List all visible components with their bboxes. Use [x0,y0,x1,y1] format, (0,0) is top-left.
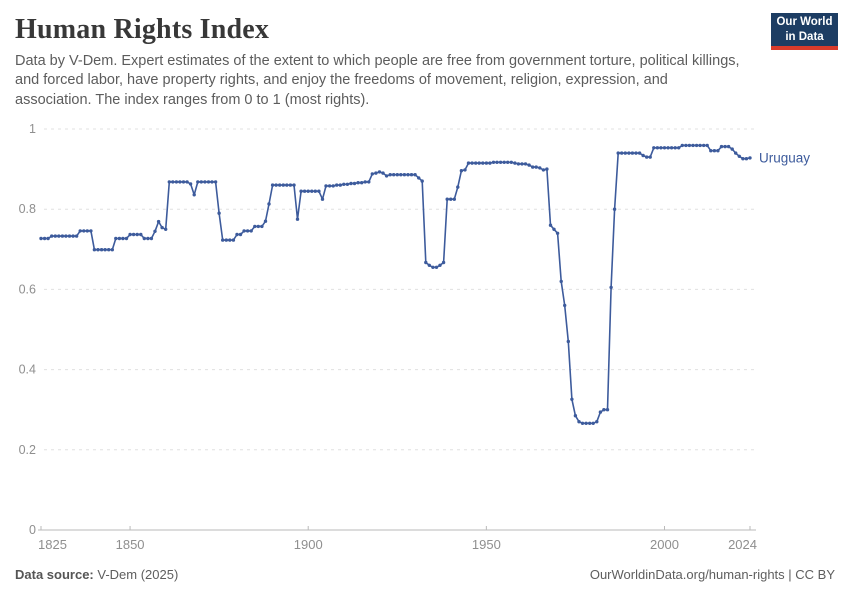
x-axis-tick-label: 1825 [38,537,67,552]
y-axis-tick-label: 0.6 [19,282,36,296]
uruguay-line[interactable] [40,144,751,425]
x-axis-ticks: 1825 1850 1900 1950 2000 2024 [38,526,757,552]
x-axis-tick-label: 1950 [472,537,501,552]
y-axis-tick-label: 0.2 [19,443,36,457]
owid-logo[interactable]: Our World in Data [771,13,838,50]
credit-link[interactable]: OurWorldinData.org/human-rights | CC BY [589,567,835,582]
chart-title: Human Rights Index [15,14,270,45]
x-axis-tick-label: 2000 [650,537,679,552]
entity-label-uruguay[interactable]: Uruguay [759,150,810,165]
y-axis-tick-label: 0.4 [19,363,36,377]
owid-logo-line1: Our World [776,16,833,29]
x-axis-tick-label: 1850 [116,537,145,552]
y-gridlines: 0 0.2 0.4 0.6 0.8 1 [19,122,756,537]
data-source: Data source: V-Dem (2025) [15,567,178,582]
data-source-label: Data source: [15,567,94,582]
y-axis-tick-label: 0.8 [19,202,36,216]
owid-logo-line2: in Data [785,30,824,43]
y-axis-tick-label: 1 [29,122,36,136]
x-axis-tick-label: 2024 [728,537,757,552]
chart-subtitle: Data by V-Dem. Expert estimates of the e… [15,53,740,108]
chart-footer: Data source: V-Dem (2025) OurWorldinData… [15,567,835,582]
uruguay-markers [39,143,752,425]
y-axis-tick-label: 0 [29,523,36,537]
x-axis-tick-label: 1900 [294,537,323,552]
data-source-value: V-Dem (2025) [97,567,179,582]
series-uruguay[interactable]: Uruguay [39,143,810,425]
